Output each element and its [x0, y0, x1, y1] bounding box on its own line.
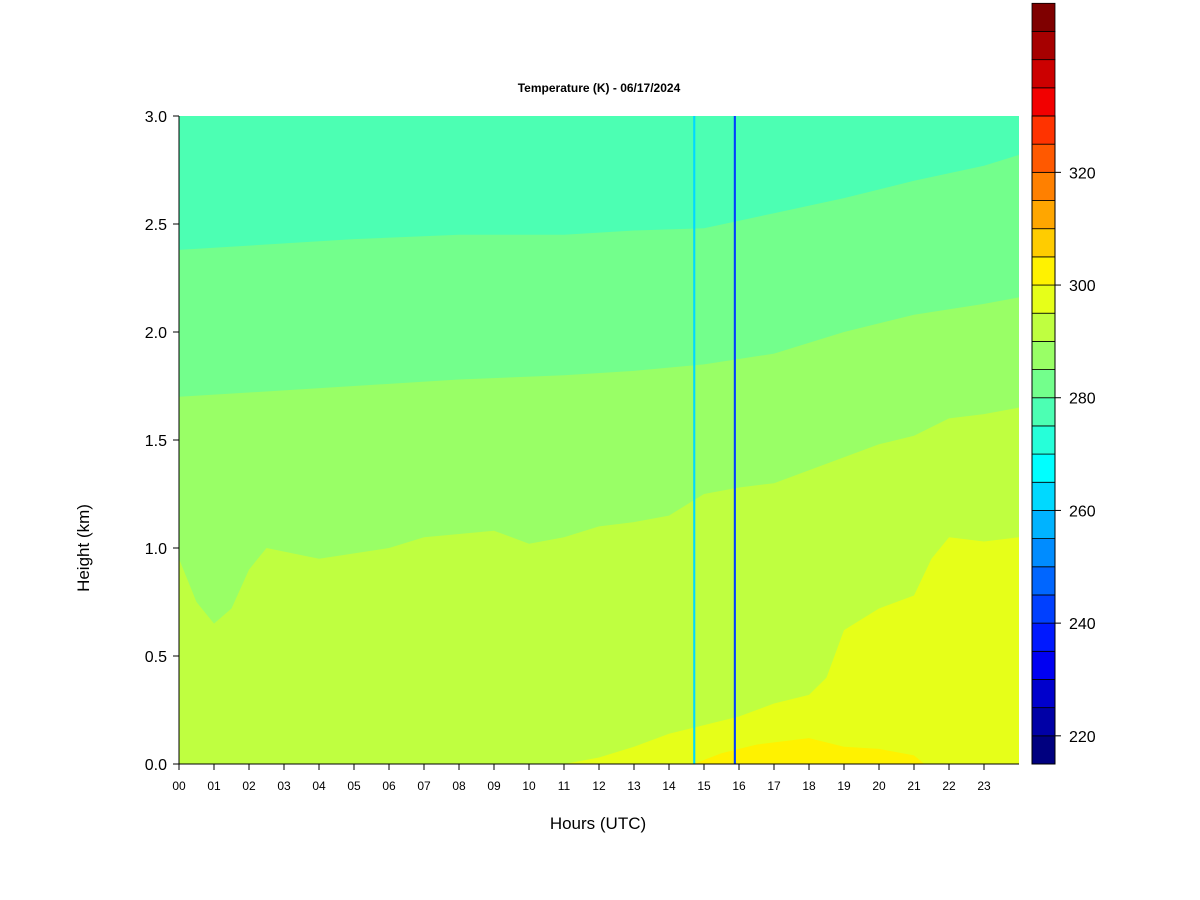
x-tick-label: 23 [977, 779, 991, 793]
colorbar-swatch [1031, 650, 1056, 680]
x-tick-label: 01 [207, 779, 221, 793]
heatmap-layer-292K [179, 407, 1019, 764]
x-tick-label: 17 [767, 779, 781, 793]
x-tick-label: 09 [487, 779, 501, 793]
colorbar-tick-label: 220 [1069, 729, 1096, 746]
x-tick-label: 13 [627, 779, 641, 793]
colorbar-swatch [1031, 87, 1056, 117]
colorbar-swatch [1031, 481, 1056, 511]
colorbar-swatch [1031, 707, 1056, 737]
x-tick-label: 07 [417, 779, 431, 793]
x-tick-label: 00 [172, 779, 186, 793]
y-tick-label: 2.5 [145, 217, 167, 234]
x-tick-label: 19 [837, 779, 851, 793]
anomaly-column-2 [733, 116, 736, 764]
colorbar-swatch [1031, 397, 1056, 427]
x-tick-label: 20 [872, 779, 886, 793]
colorbar-swatch [1031, 369, 1056, 399]
colorbar-swatch [1031, 622, 1056, 652]
colorbar-tick-label: 260 [1069, 503, 1096, 520]
y-tick-label: 2.0 [145, 325, 167, 342]
x-tick-label: 02 [242, 779, 256, 793]
x-tick-label: 11 [558, 779, 571, 793]
y-tick-label: 0.5 [145, 649, 167, 666]
heatmap-layer-302K [179, 738, 1019, 764]
y-tick-label: 1.0 [145, 541, 167, 558]
x-tick-label: 15 [697, 779, 711, 793]
x-axis: 00 01 02 03 04 05 06 07 08 09 10 11 12 13 14 15 16 17 18 19… [172, 763, 1019, 793]
colorbar-swatch [1031, 143, 1056, 173]
x-tick-label: 03 [277, 779, 291, 793]
colorbar-swatch [1031, 566, 1056, 596]
x-tick-label: 14 [662, 779, 676, 793]
colorbar-swatch [1031, 59, 1056, 89]
x-tick-label: 05 [347, 779, 361, 793]
colorbar-swatch [1031, 538, 1056, 568]
colorbar-swatch [1031, 228, 1056, 258]
x-tick-label: 06 [382, 779, 396, 793]
colorbar-frame [1031, 115, 1056, 765]
anomaly-column-1 [693, 116, 696, 764]
x-tick-label: 10 [522, 779, 536, 793]
heatmap-layer-297K [179, 537, 1019, 764]
x-tick-label: 21 [907, 779, 921, 793]
y-tick-label: 3.0 [145, 109, 167, 126]
colorbar-tick-label: 240 [1069, 616, 1096, 633]
colorbar-swatch [1031, 340, 1056, 370]
x-tick-label: 16 [732, 779, 746, 793]
colorbar-swatch [1031, 256, 1056, 286]
colorbar-swatch [1031, 31, 1056, 61]
colorbar-tick-label: 320 [1069, 165, 1096, 182]
x-tick-label: 08 [452, 779, 466, 793]
heatmap-plot-area [179, 116, 1019, 764]
colorbar-swatch [1031, 679, 1056, 709]
colorbar-tick-label: 280 [1069, 391, 1096, 408]
x-axis-label: Hours (UTC) [550, 814, 646, 833]
colorbar-swatch [1031, 200, 1056, 230]
y-axis: 0.0 0.5 1.0 1.5 2.0 2.5 3.0 [145, 109, 180, 774]
colorbar-swatch [1031, 171, 1056, 201]
colorbar-swatch [1031, 735, 1056, 765]
colorbar-swatch [1031, 594, 1056, 624]
y-tick-label: 1.5 [145, 433, 167, 450]
x-tick-label: 18 [802, 779, 816, 793]
x-tick-label: 12 [592, 779, 606, 793]
colorbar: 220 240 260 280 300 320 [1031, 2, 1096, 765]
anomaly-columns [693, 116, 736, 764]
y-tick-label: 0.0 [145, 757, 167, 774]
colorbar-swatch [1031, 115, 1056, 145]
chart-title: Temperature (K) - 06/17/2024 [518, 81, 681, 95]
colorbar-swatch [1031, 284, 1056, 314]
colorbar-swatch [1031, 453, 1056, 483]
y-axis-label: Height (km) [74, 504, 93, 592]
colorbar-swatch [1031, 425, 1056, 455]
colorbar-swatch [1031, 312, 1056, 342]
colorbar-swatch [1031, 2, 1056, 32]
colorbar-swatch [1031, 510, 1056, 539]
x-tick-label: 22 [942, 779, 956, 793]
colorbar-tick-label: 300 [1069, 278, 1096, 295]
x-tick-label: 04 [312, 779, 326, 793]
